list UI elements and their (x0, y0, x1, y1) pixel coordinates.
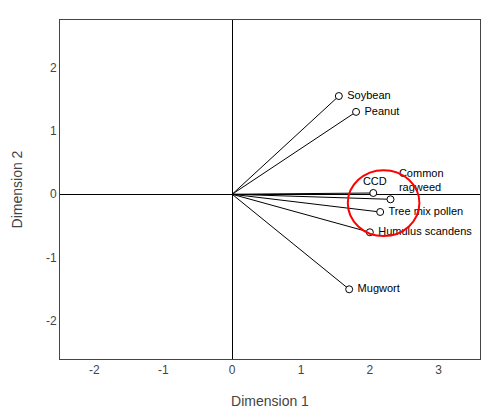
svg-text:1: 1 (298, 363, 305, 377)
svg-text:-1: -1 (158, 363, 169, 377)
svg-text:2: 2 (366, 363, 373, 377)
svg-text:2: 2 (50, 61, 57, 75)
svg-text:Peanut: Peanut (361, 105, 399, 117)
svg-text:-1: -1 (46, 251, 57, 265)
svg-text:0: 0 (50, 187, 57, 201)
svg-text:Dimension 2: Dimension 2 (9, 150, 25, 228)
svg-text:Dimension 1: Dimension 1 (231, 393, 309, 409)
svg-text:1: 1 (50, 124, 57, 138)
svg-text:Mugwort: Mugwort (355, 282, 400, 294)
svg-text:-2: -2 (46, 314, 57, 328)
svg-text:Humulus scandens: Humulus scandens (375, 225, 472, 237)
svg-text:Common ragweed: Common ragweed (396, 167, 444, 193)
svg-text:-2: -2 (89, 363, 100, 377)
svg-text:3: 3 (435, 363, 442, 377)
svg-text:0: 0 (229, 363, 236, 377)
svg-text:Tree mix pollen: Tree mix pollen (386, 205, 464, 217)
svg-text:Soybean: Soybean (344, 89, 390, 101)
svg-text:CCD: CCD (360, 175, 387, 187)
